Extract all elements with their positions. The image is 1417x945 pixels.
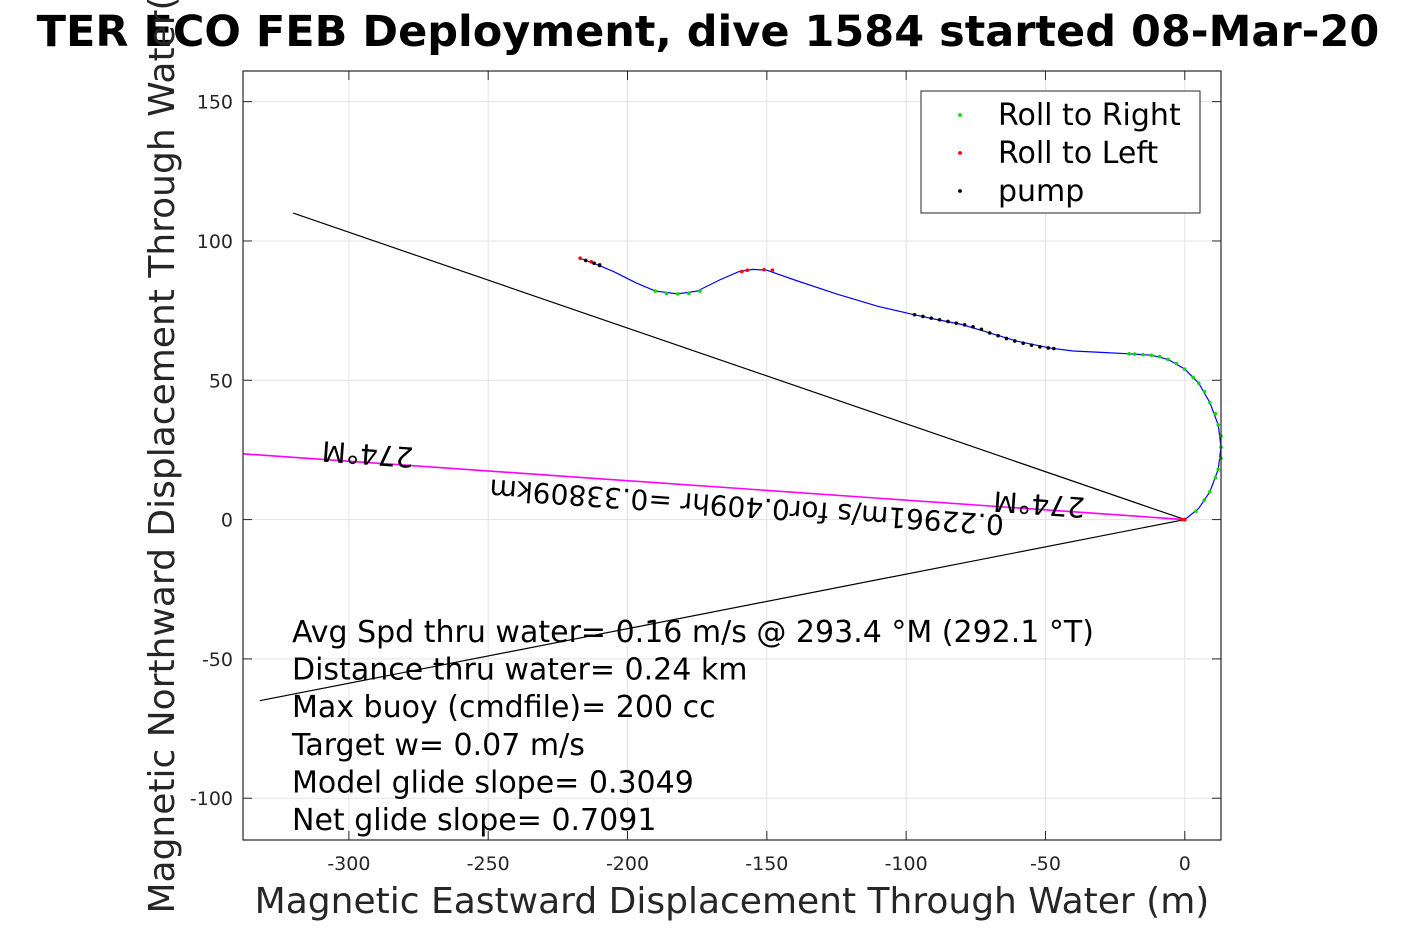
black-upper-line (292, 212, 1185, 521)
roll-right-point (1191, 375, 1195, 380)
roll-left-point (762, 267, 766, 272)
legend-box (920, 90, 1201, 214)
roll-right-point (653, 289, 658, 293)
black-lower-line (259, 518, 1185, 702)
pump-point (1004, 336, 1009, 341)
pump-point (583, 258, 588, 263)
legend-marker (958, 151, 962, 155)
pump-point (929, 316, 934, 320)
pump-point (1038, 345, 1042, 349)
x-tick-label: -200 (606, 853, 649, 875)
roll-right-point (1216, 423, 1221, 427)
pump-point (979, 327, 984, 332)
stats-annotations: Avg Spd thru water= 0.16 m/s @ 293.4 °M … (291, 615, 1094, 838)
roll-right-point (1196, 381, 1201, 385)
chart-title: TER ECO FEB Deployment, dive 1584 starte… (37, 7, 1380, 57)
y-tick-label: 150 (197, 92, 233, 114)
roll-right-point (1213, 411, 1218, 416)
pump-point (921, 314, 925, 319)
x-axis-title: Magnetic Eastward Displacement Through W… (255, 881, 1210, 922)
stat-line: Net glide slope= 0.7091 (292, 803, 656, 838)
heading-magenta-line (242, 453, 1185, 521)
roll-left-point (739, 269, 744, 274)
glider-track-line (579, 257, 1222, 521)
heading-label: 274°M (321, 434, 415, 473)
roll-right-point (1174, 361, 1179, 366)
legend-marker (958, 113, 962, 117)
stat-line: Model glide slope= 0.3049 (292, 765, 694, 800)
roll-right-point (1141, 352, 1145, 357)
legend-label: Roll to Right (998, 98, 1181, 133)
x-tick-label: -100 (885, 853, 928, 875)
legend-label: pump (998, 174, 1084, 209)
x-tick-label: 0 (1179, 853, 1191, 875)
roll-right-point (698, 289, 702, 293)
roll-right-point (1208, 489, 1212, 494)
roll-right-point (1202, 498, 1207, 502)
y-tick-label: -50 (202, 649, 233, 671)
roll-left-point (1182, 517, 1187, 522)
roll-right-point (1208, 400, 1212, 405)
y-tick-label: 100 (197, 231, 233, 253)
axis-ticks: -300 -250 -200 -150 -100 -50 0 -100 -50 0 50 100 150 (190, 71, 1221, 875)
pump-point (954, 321, 959, 325)
pump-point (1046, 346, 1051, 350)
stat-line: Distance thru water= 0.24 km (292, 653, 747, 688)
pump-point (937, 318, 942, 322)
x-tick-label: -300 (327, 853, 370, 875)
stat-line: Avg Spd thru water= 0.16 m/s @ 293.4 °M … (292, 615, 1094, 650)
roll-right-point (1194, 509, 1198, 514)
roll-left-point (770, 268, 775, 273)
roll-right-point (1182, 367, 1187, 371)
y-tick-label: 0 (221, 510, 233, 532)
y-tick-label: 50 (209, 370, 233, 392)
roll-right-point (1132, 352, 1137, 356)
roll-right-point (1213, 475, 1218, 480)
pump-point (1029, 343, 1034, 347)
stat-line: Target w= 0.07 m/s (291, 728, 585, 763)
pump-point (987, 331, 992, 335)
roll-left-point (745, 268, 750, 273)
roll-right-point (1202, 389, 1207, 394)
roll-right-point (1149, 353, 1154, 357)
legend-marker (958, 189, 962, 193)
axes-box (242, 70, 1222, 841)
pump-point (962, 323, 967, 327)
y-axis-title: Magnetic Northward Displacement Through … (142, 0, 183, 914)
heading-label: 0.22961m/s for0.409hr =0.33809km (488, 472, 1005, 541)
roll-right-point (664, 291, 669, 296)
pump-point (996, 333, 1000, 338)
x-tick-label: -250 (467, 853, 510, 875)
stat-line: Max buoy (cmdfile)= 200 cc (292, 690, 716, 725)
x-tick-label: -150 (745, 853, 788, 875)
roll-right-point (675, 292, 680, 296)
roll-right-point (1127, 352, 1131, 356)
pump-point (1013, 339, 1017, 343)
x-tick-label: -50 (1030, 853, 1061, 875)
y-tick-label: -100 (190, 788, 233, 810)
roll-left-point (578, 256, 582, 261)
roll-right-point (1216, 467, 1221, 472)
roll-right-point (1157, 354, 1162, 359)
roll-right-point (687, 291, 691, 296)
roll-left-point (1180, 517, 1184, 522)
roll-right-point (1166, 357, 1170, 362)
pump-point (946, 319, 950, 324)
heading-label: 274°M (992, 484, 1086, 523)
roll-left-point (589, 260, 594, 264)
pump-point (1021, 341, 1025, 346)
pump-point (597, 263, 602, 268)
pump-point (912, 312, 917, 317)
pump-point (971, 324, 975, 329)
legend-label: Roll to Left (998, 136, 1158, 171)
pump-point (592, 261, 596, 266)
pump-point (1052, 346, 1056, 351)
